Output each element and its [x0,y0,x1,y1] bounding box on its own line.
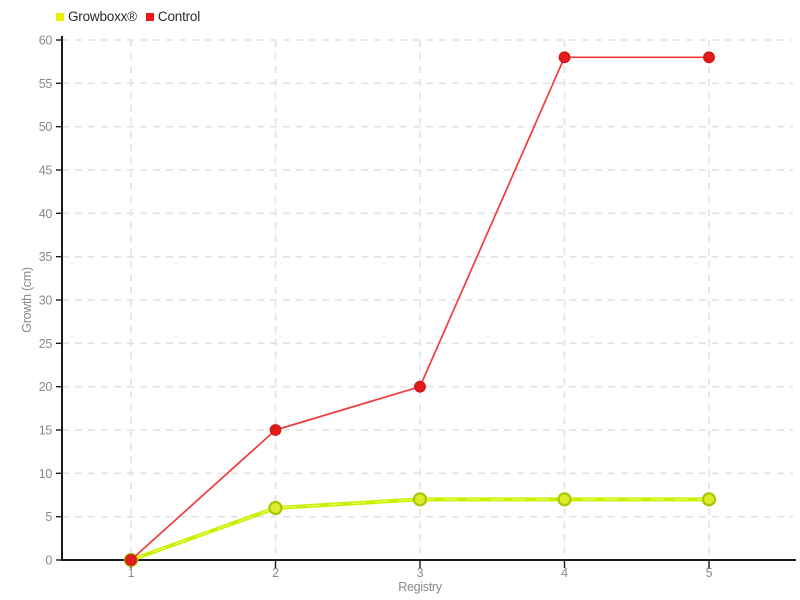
series-line-highlight [130,498,709,561]
x-tick-label: 4 [561,566,568,580]
data-point [703,51,715,64]
legend-item-growboxx[interactable]: Growboxx® [56,9,137,24]
y-tick-label: 25 [39,337,53,351]
data-point [125,554,137,566]
legend-label-growboxx: Growboxx® [68,9,137,24]
legend-swatch-control-icon [145,12,154,21]
y-tick-label: 40 [39,207,53,221]
y-tick-label: 20 [39,380,53,394]
x-tick-label: 5 [706,566,713,580]
y-tick-label: 55 [39,77,53,91]
y-tick-label: 15 [39,424,53,438]
y-tick-label: 50 [39,120,53,134]
chart-legend: Growboxx® Control [56,9,200,24]
x-tick-label: 3 [417,566,424,580]
y-tick-label: 45 [39,164,53,178]
x-axis-title: Registry [398,580,442,594]
data-point [268,500,283,516]
x-tick-label: 2 [272,566,279,580]
data-point [701,492,717,507]
data-point [412,492,428,507]
data-point [269,424,282,436]
legend-item-control[interactable]: Control [145,9,201,24]
y-tick-label: 60 [39,34,53,48]
y-tick-label: 30 [39,294,53,308]
data-point [557,492,572,507]
y-tick-label: 10 [39,467,53,481]
data-point [414,380,426,393]
y-tick-label: 35 [39,250,53,264]
data-point [558,51,571,64]
y-tick-label: 5 [45,510,52,524]
legend-label-control: Control [157,9,201,24]
y-tick-label: 0 [45,554,52,568]
x-tick-label: 1 [128,566,135,580]
legend-swatch-growboxx-icon [56,12,64,21]
y-axis-title: Growth (cm) [20,267,34,333]
